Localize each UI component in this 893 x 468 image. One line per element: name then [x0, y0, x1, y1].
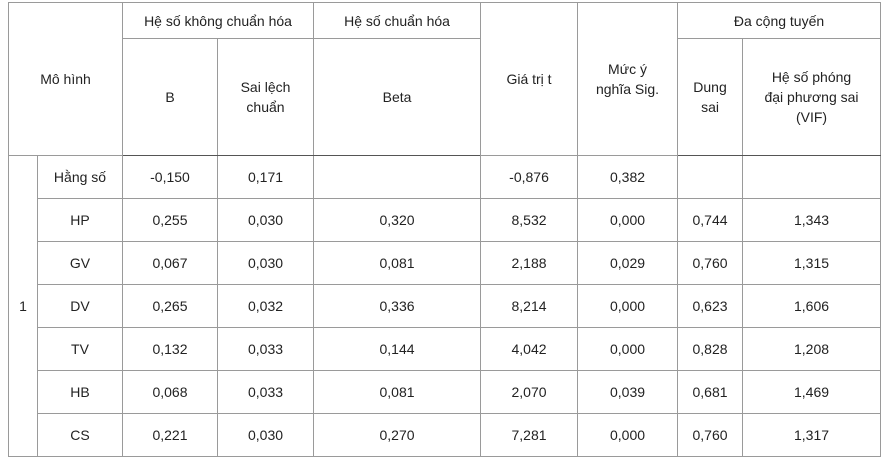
model-number: 1: [8, 155, 38, 457]
header-standardized: Hệ số chuẩn hóa: [313, 2, 482, 39]
header-t: Giá trị t: [480, 2, 579, 156]
header-collinearity: Đa cộng tuyến: [677, 2, 882, 39]
row-label: HP: [37, 198, 123, 242]
cell: 0,000: [577, 198, 679, 242]
row-label: TV: [37, 327, 123, 371]
table-row: HB 0,068 0,033 0,081 2,070 0,039 0,681 1,469: [9, 370, 882, 414]
cell: 0,336: [313, 284, 482, 328]
cell: 0,030: [216, 413, 315, 457]
cell: 0,221: [122, 413, 218, 457]
header-std-error: Sai lệch chuẩn: [216, 38, 315, 156]
cell: 8,214: [480, 284, 579, 328]
cell: 0,067: [122, 241, 218, 285]
header-vif: Hệ số phóng đại phương sai (VIF): [742, 38, 882, 156]
header-std-error-text: Sai lệch chuẩn: [240, 79, 291, 115]
cell: 0,760: [677, 413, 744, 457]
header-sig-text: Mức ý nghĩa Sig.: [595, 61, 660, 97]
cell: 0,039: [577, 370, 679, 414]
cell: 0,681: [677, 370, 744, 414]
cell: 0,033: [216, 370, 315, 414]
header-tolerance: Dung sai: [677, 38, 744, 156]
header-tolerance-text: Dung sai: [693, 79, 727, 115]
cell: 0,320: [313, 198, 482, 242]
cell: 1,606: [742, 284, 882, 328]
cell: 1,469: [742, 370, 882, 414]
cell: 0,068: [122, 370, 218, 414]
table-row: DV 0,265 0,032 0,336 8,214 0,000 0,623 1,606: [9, 284, 882, 328]
cell: 8,532: [480, 198, 579, 242]
cell: 0,000: [577, 284, 679, 328]
cell: 1,208: [742, 327, 882, 371]
regression-table: Mô hình Hệ số không chuẩn hóa Hệ số chuẩ…: [8, 2, 882, 457]
cell: 0,030: [216, 241, 315, 285]
cell: 0,030: [216, 198, 315, 242]
cell: [742, 155, 882, 199]
cell: 4,042: [480, 327, 579, 371]
table-row: 1 Hằng số -0,150 0,171 -0,876 0,382: [8, 155, 882, 457]
cell: -0,876: [480, 155, 579, 199]
cell: -0,150: [122, 155, 218, 199]
cell: 1,317: [742, 413, 882, 457]
header-b: B: [122, 38, 218, 156]
row-label: GV: [37, 241, 123, 285]
cell: 1,315: [742, 241, 882, 285]
cell: 0,081: [313, 370, 482, 414]
cell: 0,000: [577, 327, 679, 371]
table-row: GV 0,067 0,030 0,081 2,188 0,029 0,760 1,315: [9, 241, 882, 285]
cell: 0,382: [577, 155, 679, 199]
row-label: HB: [37, 370, 123, 414]
cell: [677, 155, 744, 199]
cell: 0,033: [216, 327, 315, 371]
row-label: Hằng số: [37, 155, 123, 199]
cell: 0,000: [577, 413, 679, 457]
cell: 0,744: [677, 198, 744, 242]
row-label: CS: [37, 413, 123, 457]
cell: 0,265: [122, 284, 218, 328]
cell: 0,623: [677, 284, 744, 328]
header-model: Mô hình: [8, 2, 123, 156]
cell: 0,029: [577, 241, 679, 285]
cell: 0,760: [677, 241, 744, 285]
cell: 0,132: [122, 327, 218, 371]
table-row: HP 0,255 0,030 0,320 8,532 0,000 0,744 1,343: [9, 198, 882, 242]
cell: [313, 155, 482, 199]
cell: 7,281: [480, 413, 579, 457]
cell: 0,171: [216, 155, 315, 199]
cell: 2,188: [480, 241, 579, 285]
header-unstandardized: Hệ số không chuẩn hóa: [121, 2, 315, 39]
table-row: CS 0,221 0,030 0,270 7,281 0,000 0,760 1,317: [9, 413, 882, 457]
row-label: DV: [37, 284, 123, 328]
cell: 0,270: [313, 413, 482, 457]
header-beta: Beta: [313, 38, 482, 156]
header-sig: Mức ý nghĩa Sig.: [577, 2, 679, 156]
cell: 0,081: [313, 241, 482, 285]
header-vif-text: Hệ số phóng đại phương sai (VIF): [764, 69, 859, 125]
cell: 0,032: [216, 284, 315, 328]
cell: 2,070: [480, 370, 579, 414]
cell: 1,343: [742, 198, 882, 242]
cell: 0,255: [122, 198, 218, 242]
table-row: TV 0,132 0,033 0,144 4,042 0,000 0,828 1,208: [9, 327, 882, 371]
cell: 0,144: [313, 327, 482, 371]
cell: 0,828: [677, 327, 744, 371]
